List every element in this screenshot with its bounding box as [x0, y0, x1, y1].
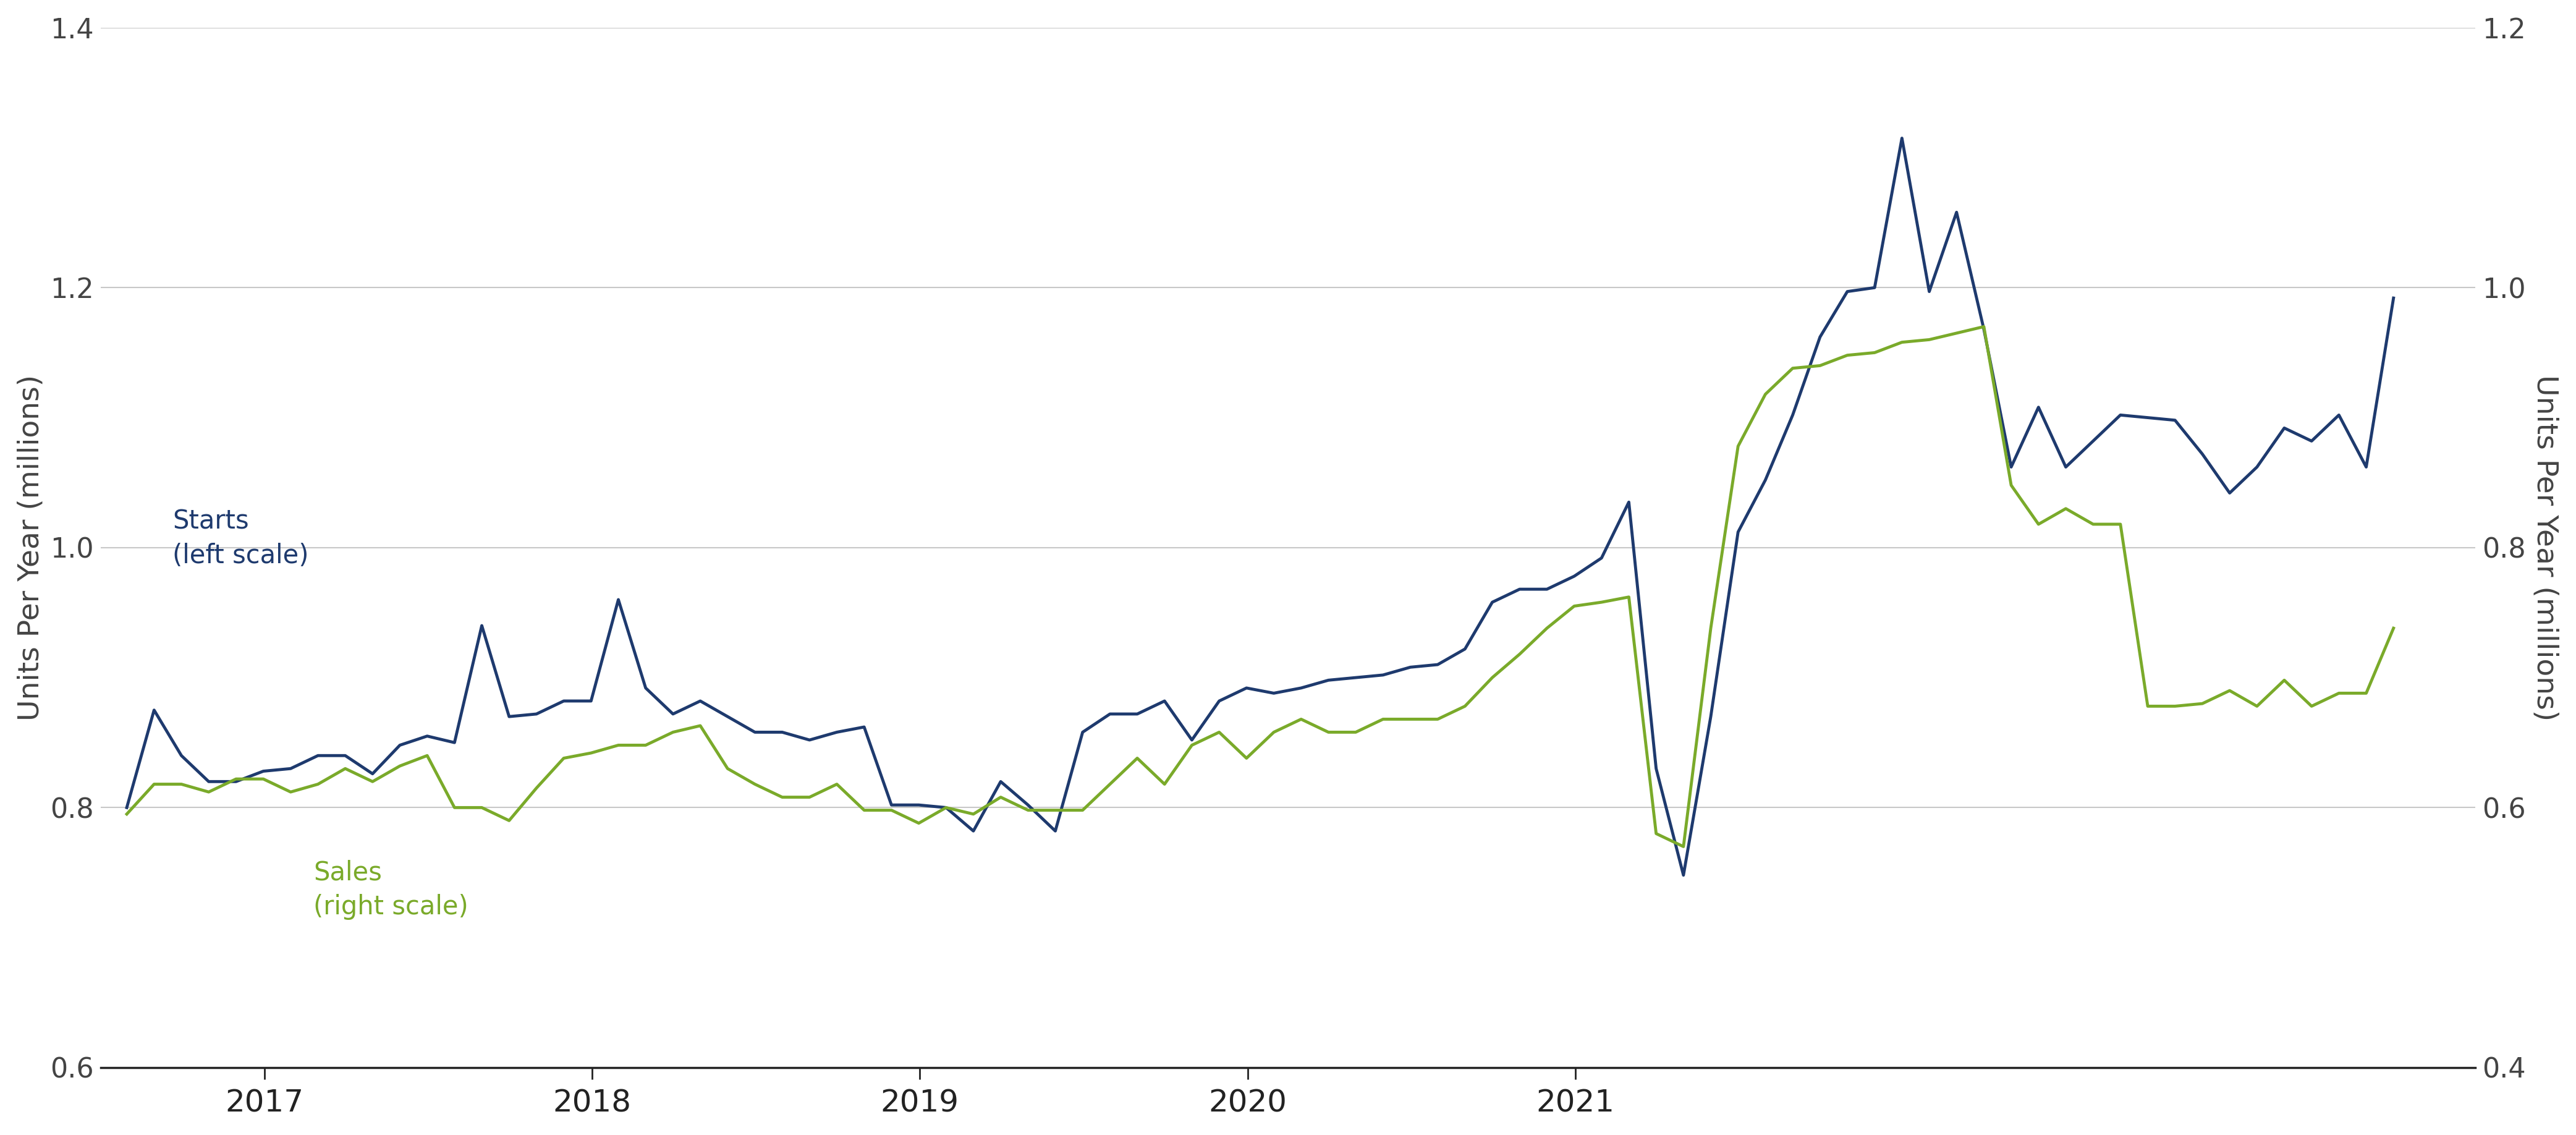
Text: Starts
(left scale): Starts (left scale)	[173, 508, 309, 569]
Y-axis label: Units Per Year (millions): Units Per Year (millions)	[2532, 375, 2558, 721]
Y-axis label: Units Per Year (millions): Units Per Year (millions)	[18, 375, 44, 721]
Text: Sales
(right scale): Sales (right scale)	[314, 859, 469, 919]
